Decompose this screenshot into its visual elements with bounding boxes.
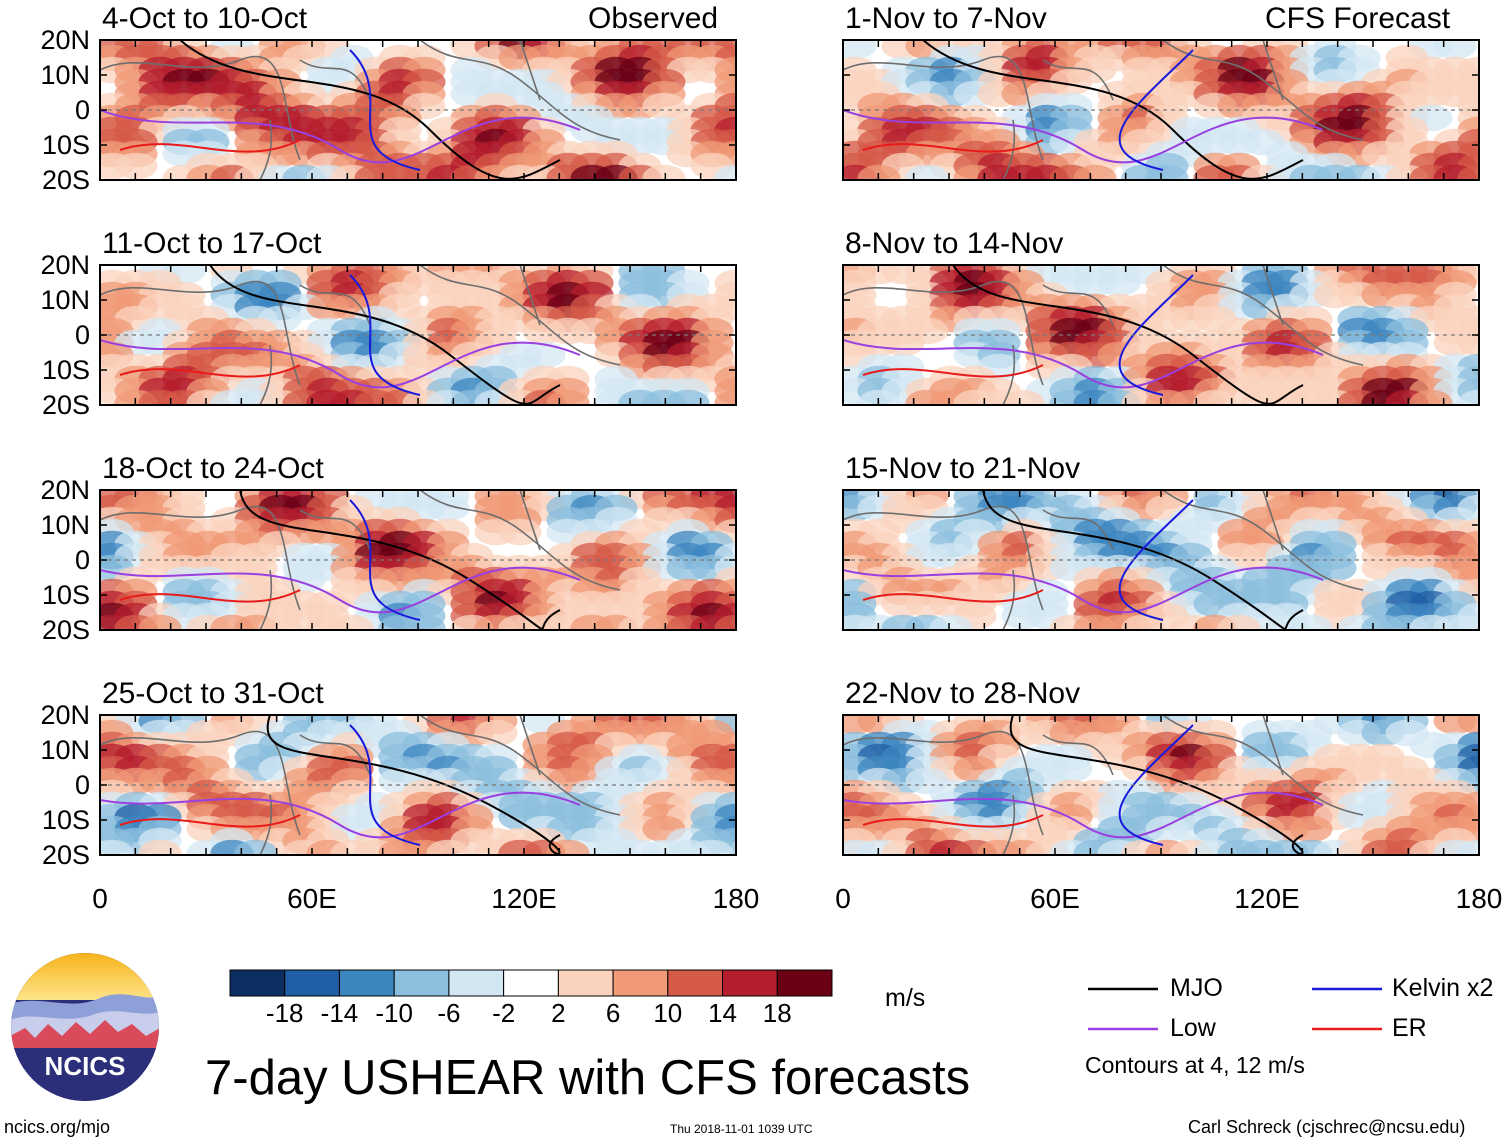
panel-1-3: [842, 714, 1480, 856]
lat-tick-label: 10S: [41, 805, 90, 835]
lat-tick-label: 20N: [40, 475, 90, 505]
lat-tick-label: 20S: [41, 615, 90, 645]
lon-tick-label-0: 180: [712, 883, 760, 914]
colorbar-tick-label: 14: [708, 998, 737, 1028]
lon-tick-label-1: 180: [1455, 883, 1503, 914]
lat-tick-label: 20N: [40, 250, 90, 280]
cfs-forecast-label: CFS Forecast: [1265, 2, 1451, 35]
colorbar-tick-label: 6: [605, 998, 621, 1028]
panel-title-1-2: 15-Nov to 21-Nov: [845, 452, 1081, 485]
lon-tick-label-1: 0: [835, 883, 851, 914]
lon-tick-label-0: 0: [92, 883, 108, 914]
lat-tick-label: 0: [74, 770, 90, 800]
colorbar-tick-label: 10: [653, 998, 683, 1028]
lon-tick-label-1: 60E: [1030, 883, 1080, 914]
colorbar-swatch: [722, 969, 778, 997]
legend-label-mjo: MJO: [1170, 974, 1223, 1002]
colorbar-tick-label: -6: [437, 998, 461, 1028]
lat-tick-label: 10N: [40, 510, 90, 540]
legend-label-er: ER: [1392, 1014, 1427, 1042]
colorbar-tick-label: -18: [265, 998, 304, 1028]
lat-tick-label: 0: [74, 545, 90, 575]
panel-0-2: [99, 489, 737, 631]
lat-tick-label: 10N: [40, 285, 90, 315]
colorbar: [229, 969, 833, 997]
panel-1-2: [842, 489, 1480, 631]
lat-tick-label: 20N: [40, 25, 90, 55]
lat-tick-label: 20S: [41, 840, 90, 870]
colorbar-swatch: [612, 969, 669, 997]
colorbar-units: m/s: [885, 984, 926, 1012]
lon-tick-label-0: 120E: [491, 883, 557, 914]
colorbar-swatch: [776, 969, 833, 997]
colorbar-swatch: [229, 969, 286, 997]
lon-tick-label-1: 120E: [1234, 883, 1300, 914]
panel-title-0-0: 4-Oct to 10-Oct: [102, 2, 308, 35]
lat-tick-label: 10S: [41, 580, 90, 610]
contour-note: Contours at 4, 12 m/s: [1085, 1052, 1305, 1078]
panel-title-1-0: 1-Nov to 7-Nov: [845, 2, 1047, 35]
colorbar-swatch: [557, 969, 614, 997]
chart-title: 7-day USHEAR with CFS forecasts: [205, 1051, 971, 1105]
panel-0-0: [99, 39, 737, 181]
footer-site: ncics.org/mjo: [4, 1117, 111, 1137]
lat-tick-label: 20S: [41, 390, 90, 420]
colorbar-swatch: [393, 969, 450, 997]
lat-tick-label: 20N: [40, 700, 90, 730]
lat-tick-label: 10N: [40, 735, 90, 765]
lat-tick-label: 20S: [41, 165, 90, 195]
panel-title-0-3: 25-Oct to 31-Oct: [102, 677, 324, 710]
panel-title-0-1: 11-Oct to 17-Oct: [102, 227, 322, 260]
colorbar-tick-label: -10: [375, 998, 413, 1028]
legend-label-kelvin: Kelvin x2: [1392, 974, 1494, 1002]
ncics-logo: NCICS: [11, 953, 159, 1101]
colorbar-tick-label: -14: [320, 998, 359, 1028]
colorbar-swatch: [284, 969, 340, 997]
colorbar-swatch: [448, 969, 505, 997]
colorbar-tick-label: -2: [492, 998, 516, 1028]
lat-tick-label: 0: [74, 320, 90, 350]
footer-author: Carl Schreck (cjschrec@ncsu.edu): [1188, 1117, 1466, 1137]
lat-tick-label: 10S: [41, 130, 90, 160]
colorbar-tick-label: 2: [551, 998, 566, 1028]
panel-0-3: [99, 714, 737, 856]
panel-title-0-2: 18-Oct to 24-Oct: [102, 452, 324, 485]
lon-tick-label-0: 60E: [287, 883, 337, 914]
colorbar-swatch: [338, 969, 395, 997]
logo-text: NCICS: [45, 1051, 126, 1081]
colorbar-tick-label: 18: [762, 998, 792, 1028]
lat-tick-label: 10S: [41, 355, 90, 385]
colorbar-swatch: [667, 969, 724, 997]
panel-title-1-1: 8-Nov to 14-Nov: [845, 227, 1064, 260]
panel-0-1: [99, 264, 737, 406]
lat-tick-label: 10N: [40, 60, 90, 90]
colorbar-swatch: [503, 969, 559, 997]
lat-tick-label: 0: [74, 95, 90, 125]
observed-label: Observed: [588, 2, 719, 35]
panel-title-1-3: 22-Nov to 28-Nov: [845, 677, 1081, 710]
panel-1-1: [842, 264, 1480, 406]
panel-1-0: [842, 39, 1480, 181]
legend-label-low: Low: [1170, 1014, 1216, 1042]
footer-timestamp: Thu 2018-11-01 1039 UTC: [670, 1122, 813, 1136]
